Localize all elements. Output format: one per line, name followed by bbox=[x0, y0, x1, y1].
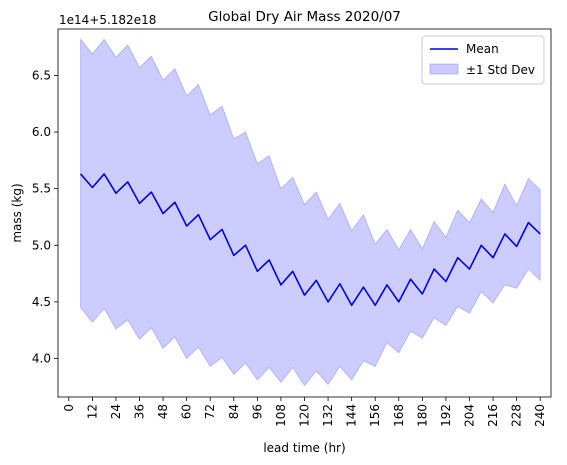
mean-line-layer bbox=[79, 173, 541, 307]
y-axis-offset-label: 1e14+5.182e18 bbox=[59, 13, 156, 27]
x-tick-label: 132 bbox=[321, 404, 335, 427]
y-tick-label: 4.5 bbox=[32, 295, 51, 309]
x-tick-label: 216 bbox=[486, 404, 500, 427]
x-tick-label: 204 bbox=[462, 404, 476, 427]
y-axis-title: mass (kg) bbox=[10, 183, 24, 242]
x-tick-label: 228 bbox=[510, 404, 524, 427]
x-tick-label: 156 bbox=[368, 404, 382, 427]
y-tick-label: 5.5 bbox=[32, 182, 51, 196]
legend: Mean ±1 Std Dev bbox=[421, 35, 545, 85]
x-tick-label: 168 bbox=[392, 404, 406, 427]
x-tick-label: 12 bbox=[85, 404, 99, 419]
x-tick-label: 108 bbox=[274, 404, 288, 427]
x-tick-label: 240 bbox=[533, 404, 547, 427]
x-axis-title: lead time (hr) bbox=[263, 441, 345, 455]
x-tick-label: 96 bbox=[250, 404, 264, 419]
x-tick-label: 0 bbox=[62, 404, 76, 412]
legend-box bbox=[421, 35, 545, 85]
legend-band-swatch bbox=[429, 63, 459, 75]
x-tick-label: 60 bbox=[180, 404, 194, 419]
std-band-layer bbox=[80, 37, 541, 387]
y-tick-label: 5.0 bbox=[32, 238, 51, 252]
x-tick-label: 48 bbox=[156, 404, 170, 419]
x-tick-label: 192 bbox=[439, 404, 453, 427]
x-tick-label: 72 bbox=[203, 404, 217, 419]
y-tick-label: 6.0 bbox=[32, 125, 51, 139]
x-tick-label: 84 bbox=[227, 404, 241, 419]
x-tick-label: 144 bbox=[345, 404, 359, 427]
std-dev-band bbox=[80, 37, 541, 387]
legend-mean-label: Mean bbox=[466, 42, 499, 56]
mean-line bbox=[79, 173, 541, 307]
y-tick-label: 4.0 bbox=[32, 352, 51, 366]
x-axis: 0 12 24 36 48 60 72 84 96 108 120 132 144 156 168 180 19… bbox=[62, 397, 547, 427]
y-tick-label: 6.5 bbox=[32, 68, 51, 82]
y-axis: 4.0 4.5 5.0 5.5 6.0 6.5 bbox=[32, 68, 58, 366]
x-tick-label: 180 bbox=[415, 404, 429, 427]
chart-title: Global Dry Air Mass 2020/07 bbox=[208, 9, 401, 25]
x-tick-label: 36 bbox=[133, 404, 147, 419]
x-tick-label: 120 bbox=[298, 404, 312, 427]
legend-band-label: ±1 Std Dev bbox=[466, 63, 535, 77]
x-tick-label: 24 bbox=[109, 404, 123, 419]
